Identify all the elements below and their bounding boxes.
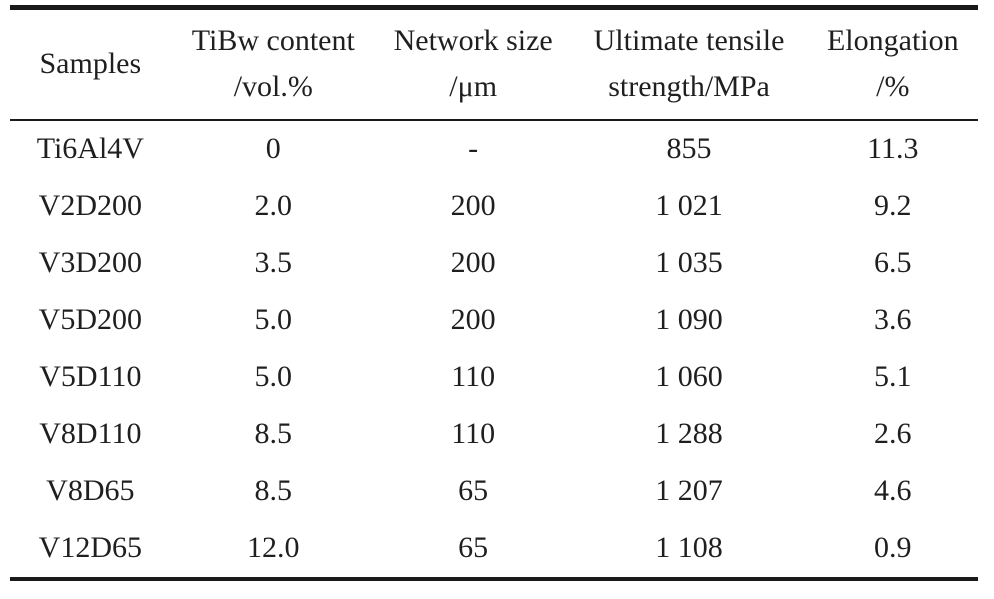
sample-name-cell: V3D200 xyxy=(38,246,143,279)
tensile-strength-cell: 1 035 xyxy=(655,246,723,279)
header-row: Samples TiBw content /vol.% Network size… xyxy=(10,8,978,120)
sample-name-cell: V5D200 xyxy=(38,303,143,336)
elongation-cell: 2.6 xyxy=(874,417,912,450)
table-row: V2D200 2.0 200 1 021 9.2 xyxy=(10,178,978,235)
tibw-content-cell: 5.0 xyxy=(254,360,293,393)
tibw-content-cell: 3.5 xyxy=(254,246,293,279)
network-size-cell: 200 xyxy=(450,246,496,279)
table-row: V8D65 8.5 65 1 207 4.6 xyxy=(10,463,978,520)
sample-name-cell: V12D65 xyxy=(38,531,143,564)
tensile-strength-cell: 855 xyxy=(666,132,712,165)
network-size-cell: 200 xyxy=(450,189,496,222)
elongation-cell: 9.2 xyxy=(874,189,912,222)
tibw-content-cell: 0 xyxy=(265,132,281,165)
tibw-content-cell: 8.5 xyxy=(254,417,293,450)
col-header-label: Network size xyxy=(393,24,553,58)
col-header-elongation: Elongation /% xyxy=(808,8,978,120)
network-size-cell: 110 xyxy=(451,417,496,450)
col-header-network-size: Network size /μm xyxy=(376,8,571,120)
table-row: V3D200 3.5 200 1 035 6.5 xyxy=(10,235,978,292)
tibw-content-cell: 8.5 xyxy=(254,474,293,507)
col-header-label: Ultimate tensile xyxy=(593,24,785,58)
tensile-strength-cell: 1 021 xyxy=(655,189,723,222)
col-header-label: TiBw content xyxy=(191,24,355,58)
table-header: Samples TiBw content /vol.% Network size… xyxy=(10,8,978,120)
col-header-label: Elongation xyxy=(826,24,959,58)
col-header-ultimate-tensile-strength: Ultimate tensile strength/MPa xyxy=(570,8,807,120)
network-size-cell: 200 xyxy=(450,303,496,336)
tensile-strength-cell: 1 207 xyxy=(655,474,723,507)
col-header-unit: /vol.% xyxy=(233,70,313,104)
tensile-strength-cell: 1 090 xyxy=(655,303,723,336)
elongation-cell: 4.6 xyxy=(874,474,912,507)
tibw-content-cell: 12.0 xyxy=(247,531,300,564)
tensile-strength-cell: 1 288 xyxy=(655,417,723,450)
col-header-samples: Samples xyxy=(10,8,171,120)
elongation-cell: 6.5 xyxy=(874,246,912,279)
table-row: Ti6Al4V 0 - 855 11.3 xyxy=(10,120,978,178)
col-header-unit: /% xyxy=(876,70,910,104)
tensile-strength-cell: 1 060 xyxy=(655,360,723,393)
elongation-cell: 5.1 xyxy=(874,360,912,393)
tibw-content-cell: 2.0 xyxy=(254,189,293,222)
table-body: Ti6Al4V 0 - 855 11.3 V2D200 2.0 200 1 02… xyxy=(10,120,978,579)
col-header-tibw-content: TiBw content /vol.% xyxy=(171,8,376,120)
network-size-cell: 65 xyxy=(458,531,489,564)
sample-name-cell: V8D110 xyxy=(39,417,142,450)
network-size-cell: - xyxy=(468,132,479,165)
sample-name-cell: Ti6Al4V xyxy=(36,132,144,165)
network-size-cell: 65 xyxy=(458,474,489,507)
elongation-cell: 0.9 xyxy=(874,531,912,564)
data-table: Samples TiBw content /vol.% Network size… xyxy=(10,5,978,581)
col-header-unit: strength/MPa xyxy=(608,70,770,104)
tensile-strength-cell: 1 108 xyxy=(655,531,723,564)
elongation-cell: 3.6 xyxy=(874,303,912,336)
col-header-unit: /μm xyxy=(449,70,498,104)
sample-name-cell: V5D110 xyxy=(39,360,142,393)
col-header-label: Samples xyxy=(39,47,142,81)
table-row: V5D110 5.0 110 1 060 5.1 xyxy=(10,349,978,406)
table-row: V12D65 12.0 65 1 108 0.9 xyxy=(10,520,978,579)
table-row: V8D110 8.5 110 1 288 2.6 xyxy=(10,406,978,463)
network-size-cell: 110 xyxy=(451,360,496,393)
elongation-cell: 11.3 xyxy=(867,132,919,165)
sample-name-cell: V8D65 xyxy=(46,474,135,507)
sample-name-cell: V2D200 xyxy=(38,189,143,222)
materials-properties-table: Samples TiBw content /vol.% Network size… xyxy=(10,5,978,581)
tibw-content-cell: 5.0 xyxy=(254,303,293,336)
table-row: V5D200 5.0 200 1 090 3.6 xyxy=(10,292,978,349)
